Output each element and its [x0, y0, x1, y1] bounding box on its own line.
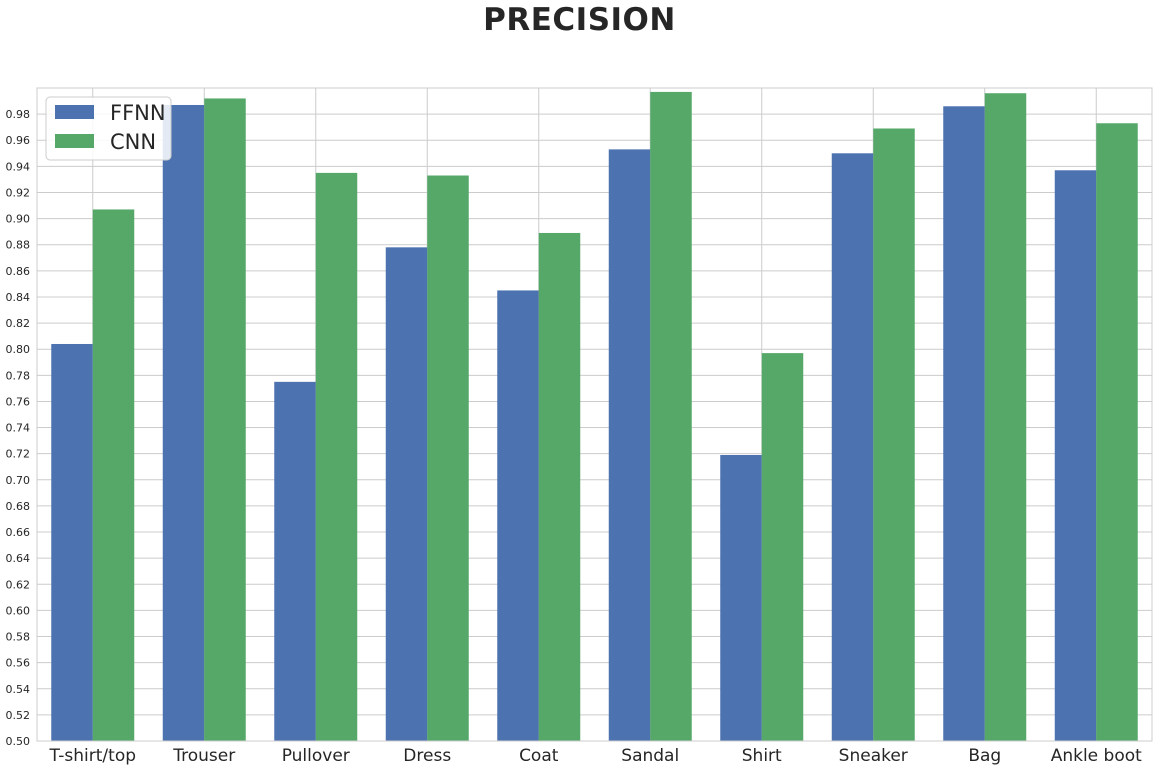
- bar-cnn-dress: [427, 175, 469, 741]
- y-tick-label: 0.52: [6, 709, 31, 722]
- legend-label-cnn: CNN: [110, 130, 156, 154]
- bar-cnn-shirt: [761, 353, 804, 741]
- bar-ffnn-ankle-boot: [1054, 170, 1097, 741]
- y-tick-label: 0.92: [6, 186, 31, 199]
- y-tick-label: 0.96: [6, 134, 31, 147]
- bar-cnn-t-shirt-top: [92, 209, 135, 741]
- y-tick-label: 0.74: [6, 422, 31, 435]
- bar-ffnn-pullover: [274, 381, 316, 741]
- y-tick-label: 0.76: [6, 395, 31, 408]
- y-tick-label: 0.58: [6, 631, 31, 644]
- y-tick-label: 0.62: [6, 578, 31, 591]
- y-tick-label: 0.80: [6, 343, 31, 356]
- bar-ffnn-sneaker: [831, 153, 874, 742]
- legend-swatch-ffnn: [55, 105, 94, 119]
- x-tick-label: Dress: [403, 746, 451, 766]
- bar-cnn-pullover: [315, 172, 358, 741]
- bar-ffnn-bag: [943, 106, 985, 741]
- bar-cnn-ankle-boot: [1096, 123, 1138, 741]
- x-tick-label: T-shirt/top: [48, 746, 136, 766]
- legend: FFNN CNN: [45, 96, 172, 161]
- bar-cnn-coat: [538, 232, 581, 741]
- y-tick-label: 0.86: [6, 265, 31, 278]
- x-tick-label: Ankle boot: [1051, 746, 1142, 766]
- y-tick-label: 0.94: [6, 160, 31, 173]
- x-tick-label: Trouser: [172, 746, 235, 766]
- bar-cnn-sandal: [650, 91, 692, 742]
- y-tick-label: 0.60: [6, 604, 31, 617]
- bar-ffnn-trouser: [162, 104, 205, 741]
- bars: [51, 91, 1138, 742]
- y-tick-label: 0.50: [6, 735, 31, 748]
- plot-frame: [36, 87, 1153, 742]
- bar-ffnn-dress: [385, 247, 428, 741]
- y-tick-label: 0.84: [6, 291, 31, 304]
- y-tick-label: 0.68: [6, 500, 31, 513]
- bar-ffnn-sandal: [608, 149, 651, 741]
- y-tick-label: 0.66: [6, 526, 31, 539]
- x-tick-label: Sandal: [621, 746, 679, 766]
- legend-swatch-cnn: [55, 134, 94, 148]
- x-tick-label: Bag: [968, 746, 1001, 766]
- x-tick-label: Shirt: [742, 746, 782, 766]
- y-tick-label: 0.70: [6, 474, 31, 487]
- x-tick-label: Pullover: [282, 746, 350, 766]
- legend-label-ffnn: FFNN: [110, 101, 166, 125]
- y-tick-label: 0.90: [6, 213, 31, 226]
- y-tick-label: 0.98: [6, 108, 31, 121]
- x-tick-label: Coat: [519, 746, 559, 766]
- y-tick-label: 0.88: [6, 239, 31, 252]
- y-tick-label: 0.78: [6, 369, 31, 382]
- y-tick-label: 0.64: [6, 552, 31, 565]
- bar-cnn-sneaker: [873, 128, 915, 742]
- y-tick-label: 0.72: [6, 448, 31, 461]
- axes: 0.50 0.52 0.54 0.56 0.58 0.60 0.62 0.64 0.66 0.68…: [6, 87, 1153, 766]
- y-tick-label: 0.54: [6, 683, 31, 696]
- bar-ffnn-coat: [497, 290, 539, 741]
- chart-title: PRECISION: [483, 2, 676, 38]
- bar-ffnn-t-shirt-top: [51, 343, 93, 741]
- bar-ffnn-shirt: [720, 454, 762, 741]
- x-tick-label: Sneaker: [839, 746, 908, 766]
- bar-cnn-bag: [984, 93, 1027, 741]
- y-tick-label: 0.56: [6, 657, 31, 670]
- bar-cnn-trouser: [204, 98, 246, 741]
- y-tick-label: 0.82: [6, 317, 31, 330]
